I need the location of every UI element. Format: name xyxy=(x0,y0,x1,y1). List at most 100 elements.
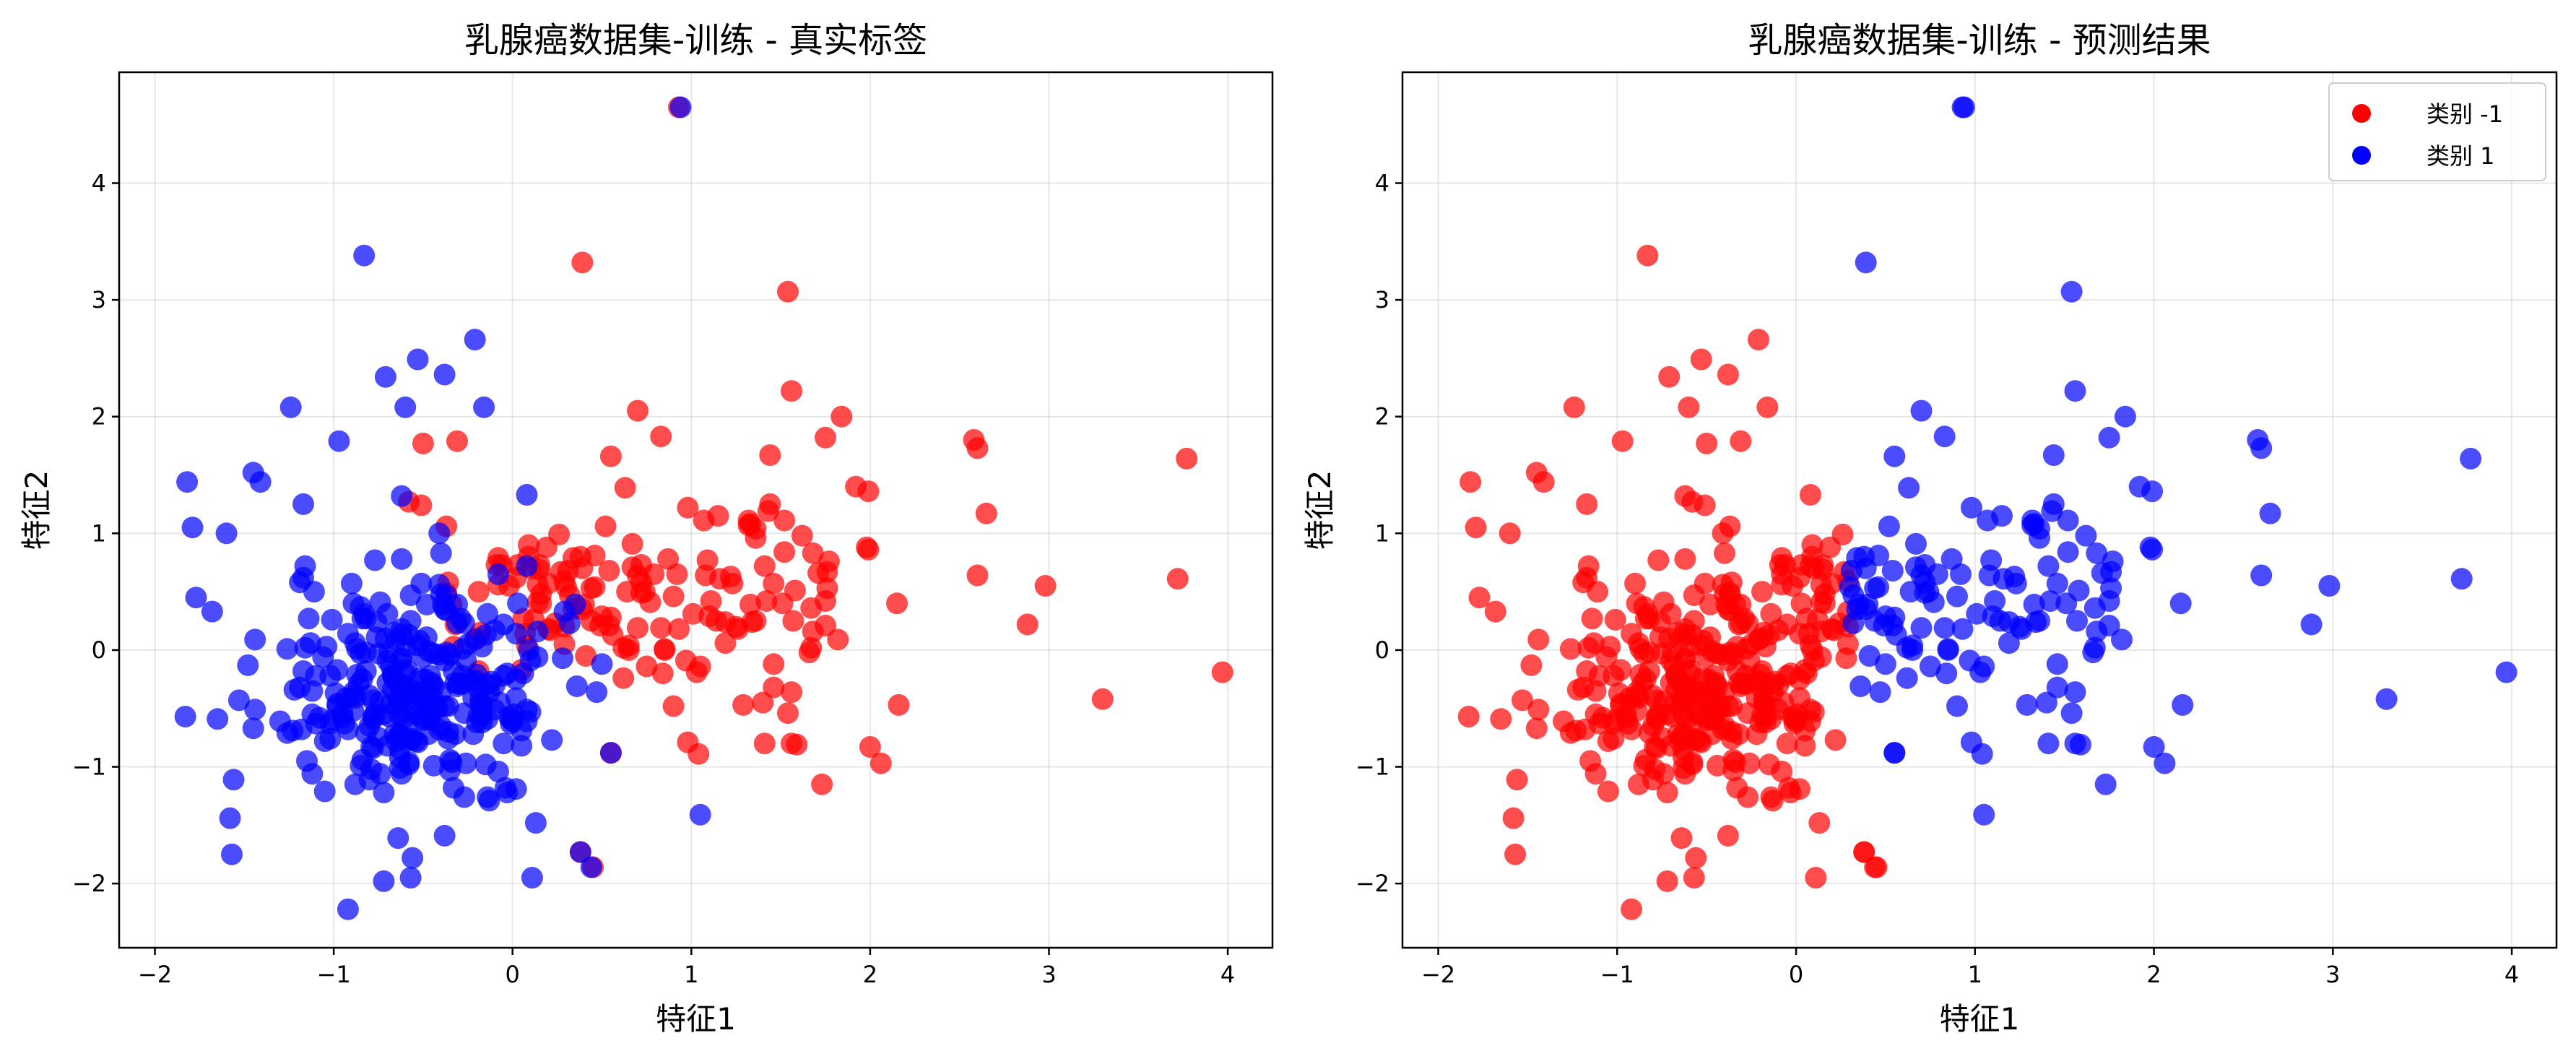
scatter-point xyxy=(2100,577,2122,600)
scatter-point xyxy=(507,592,529,615)
scatter-point xyxy=(1971,743,1993,765)
scatter-point xyxy=(1694,572,1716,595)
gridlines xyxy=(119,72,1272,948)
scatter-point xyxy=(524,812,547,834)
scatter-point xyxy=(1576,493,1598,515)
scatter-point xyxy=(1559,638,1582,660)
scatter-point xyxy=(1656,870,1678,892)
scatter-point xyxy=(630,571,652,594)
scatter-point xyxy=(1940,548,1963,570)
chart-title: 乳腺癌数据集-训练 - 预测结果 xyxy=(1748,20,2211,61)
scatter-point xyxy=(1674,618,1696,640)
scatter-point xyxy=(237,654,259,676)
scatter-point xyxy=(2070,733,2091,756)
scatter-point xyxy=(2143,736,2165,758)
scatter-point xyxy=(417,723,440,745)
plot-frame xyxy=(118,71,1274,949)
scatter-point xyxy=(1457,706,1480,727)
scatter-point xyxy=(752,691,774,714)
scatter-point xyxy=(2008,615,2031,638)
scatter-point xyxy=(791,524,813,547)
scatter-point xyxy=(521,867,543,889)
scatter-point xyxy=(2086,542,2108,564)
scatter-point xyxy=(1758,753,1780,776)
scatter-point xyxy=(1525,717,1548,740)
scatter-point xyxy=(1490,708,1512,730)
scatter-point xyxy=(1933,425,1956,448)
scatter-point xyxy=(668,618,690,640)
scatter-point xyxy=(305,665,327,687)
scatter-point xyxy=(1910,617,1933,639)
scatter-point xyxy=(1652,591,1675,613)
scatter-point xyxy=(1858,645,1881,667)
scatter-point xyxy=(650,425,672,448)
scatter-point xyxy=(745,610,767,632)
scatter-point xyxy=(1016,613,1038,636)
scatter-point xyxy=(2064,681,2086,704)
scatter-point xyxy=(2460,447,2482,470)
scatter-point xyxy=(2169,592,2192,615)
scatter-point xyxy=(389,757,411,779)
scatter-point xyxy=(1883,742,1906,764)
scatter-point xyxy=(1581,608,1603,630)
scatter-point xyxy=(1730,675,1752,697)
scatter-point xyxy=(374,366,396,388)
scatter-point xyxy=(1847,593,1870,615)
scatter-point xyxy=(1717,363,1739,386)
scatter-point xyxy=(552,647,573,670)
scatter-point xyxy=(2042,444,2065,466)
scatter-point xyxy=(215,522,238,545)
scatter-point xyxy=(1460,471,1482,493)
y-tick-label: 1 xyxy=(1375,519,1389,547)
y-tick-label: 0 xyxy=(1375,636,1389,664)
scatter-point xyxy=(599,445,622,467)
scatter-point xyxy=(685,661,708,683)
scatter-point xyxy=(467,581,490,603)
scatter-point xyxy=(340,572,363,595)
scatter-point xyxy=(1626,684,1648,706)
scatter-point xyxy=(777,702,799,725)
scatter-point xyxy=(1465,516,1487,539)
scatter-point xyxy=(2154,752,2176,774)
scatter-point xyxy=(1799,555,1821,577)
scatter-point xyxy=(2064,380,2086,402)
scatter-point xyxy=(1849,675,1872,697)
scatter-point xyxy=(399,867,422,889)
scatter-point xyxy=(1624,572,1647,595)
scatter-point xyxy=(391,548,413,570)
scatter-point xyxy=(1855,251,1877,274)
scatter-point xyxy=(1579,750,1602,772)
scatter-point xyxy=(1563,396,1585,418)
scatter-point xyxy=(614,477,636,499)
scatter-point xyxy=(1696,432,1718,454)
scatter-point xyxy=(1577,636,1600,659)
scatter-point xyxy=(2172,693,2194,716)
scatter-point xyxy=(496,782,519,804)
legend: 类别 -1 类别 1 xyxy=(2328,82,2546,181)
scatter-point xyxy=(1831,523,1854,545)
scatter-point xyxy=(176,471,199,493)
scatter-point xyxy=(1610,659,1632,681)
scatter-point xyxy=(707,505,729,527)
scatter-point xyxy=(1914,554,1936,576)
scatter-point xyxy=(412,646,434,668)
y-tick-label: 4 xyxy=(92,170,106,197)
scatter-point xyxy=(185,587,207,609)
scatter-point xyxy=(387,827,409,850)
scatter-point xyxy=(464,329,486,351)
scatter-point xyxy=(412,432,434,454)
scatter-point xyxy=(1868,576,1889,598)
scatter-point xyxy=(464,628,486,651)
scatter-point xyxy=(859,736,881,758)
scatter-point xyxy=(1566,678,1589,701)
scatter-point xyxy=(1504,843,1527,865)
scatter-point xyxy=(2016,693,2038,716)
scatter-point xyxy=(473,396,495,418)
scatter-point xyxy=(1824,729,1847,751)
scatter-point xyxy=(453,612,475,634)
scatter-point xyxy=(296,750,318,772)
scatter-point xyxy=(1922,591,1945,613)
legend-label: 类别 1 xyxy=(2427,142,2495,170)
